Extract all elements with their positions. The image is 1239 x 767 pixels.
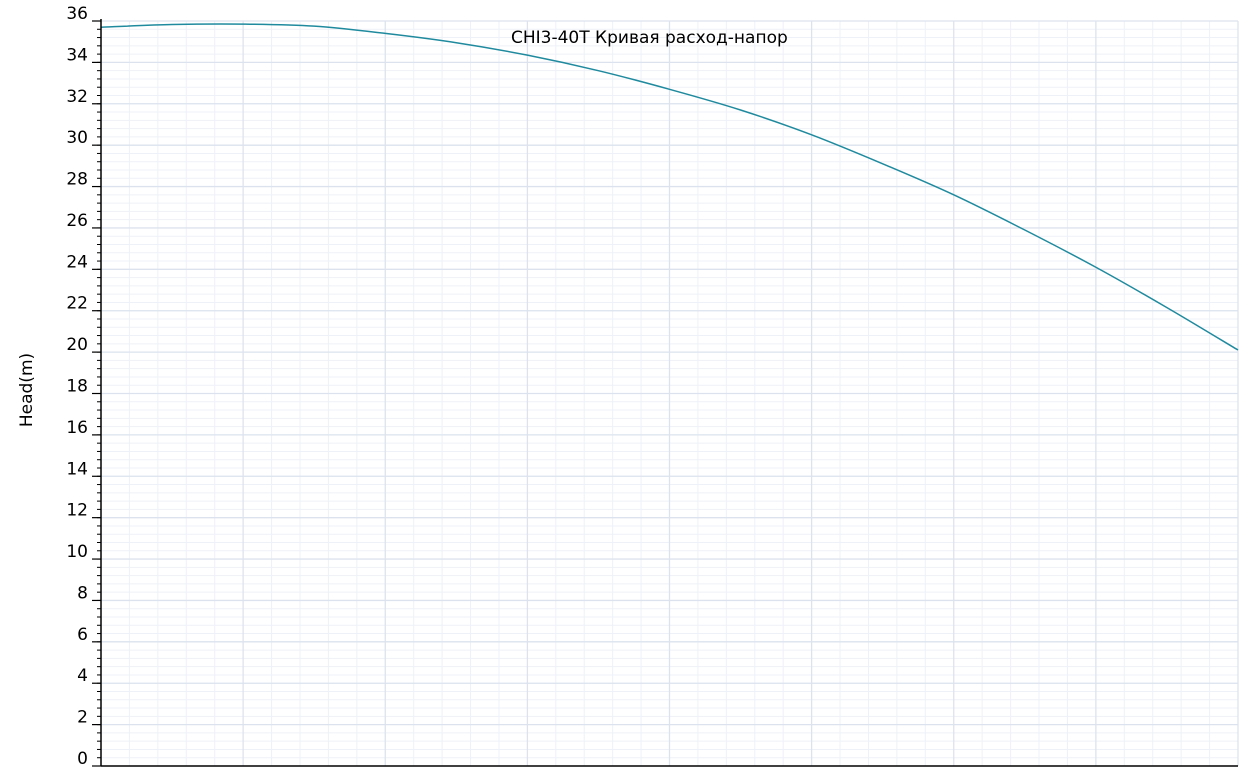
y-tick-label: 10	[66, 542, 88, 562]
head-curve-line	[100, 23, 1239, 351]
series-layer	[100, 23, 1239, 351]
y-tick-label: 26	[66, 211, 88, 231]
y-tick-label: 2	[77, 708, 88, 728]
y-tick-label: 14	[66, 459, 88, 479]
y-tick-label: 18	[66, 377, 88, 397]
y-tick-label: 16	[66, 418, 88, 438]
y-tick-label: 32	[66, 87, 88, 107]
y-tick-label: 8	[77, 583, 88, 603]
major-grid	[101, 20, 1239, 766]
y-tick-label: 34	[66, 45, 88, 65]
y-tick-label: 6	[77, 625, 88, 645]
chart-title: CHI3-40T Кривая расход-напор	[511, 28, 788, 48]
y-tick-label: 4	[77, 666, 88, 686]
y-tick-label: 22	[66, 294, 88, 314]
y-tick-label: 28	[66, 170, 88, 190]
y-tick-label: 24	[66, 252, 88, 272]
y-tick-label: 36	[66, 4, 88, 24]
y-tick-label: 0	[77, 749, 88, 767]
y-tick-label: 12	[66, 501, 88, 521]
y-tick-label: 30	[66, 128, 88, 148]
y-axis-title: Head(m)	[17, 353, 37, 427]
y-tick-label: 20	[66, 335, 88, 355]
